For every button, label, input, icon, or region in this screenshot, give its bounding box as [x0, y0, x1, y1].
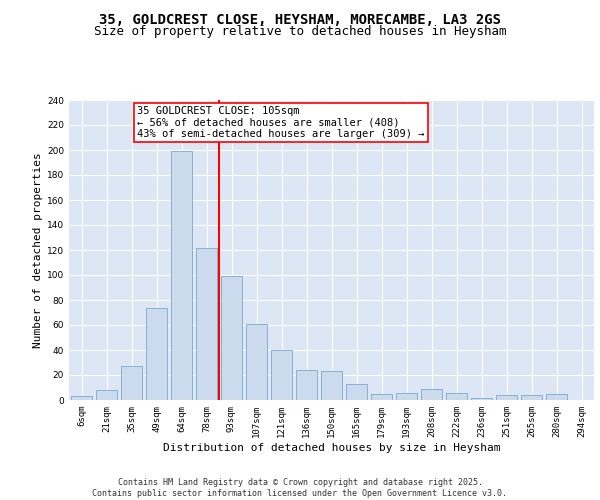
Bar	[546, 394, 567, 400]
Bar	[496, 395, 517, 400]
Bar	[396, 392, 417, 400]
Bar	[471, 398, 492, 400]
Text: 35, GOLDCREST CLOSE, HEYSHAM, MORECAMBE, LA3 2GS: 35, GOLDCREST CLOSE, HEYSHAM, MORECAMBE,…	[99, 12, 501, 26]
Bar	[96, 390, 117, 400]
Bar	[146, 308, 167, 400]
Bar	[446, 392, 467, 400]
Bar	[121, 366, 142, 400]
Text: Contains HM Land Registry data © Crown copyright and database right 2025.
Contai: Contains HM Land Registry data © Crown c…	[92, 478, 508, 498]
X-axis label: Distribution of detached houses by size in Heysham: Distribution of detached houses by size …	[163, 442, 500, 452]
Bar	[371, 394, 392, 400]
Bar	[421, 389, 442, 400]
Bar	[346, 384, 367, 400]
Bar	[521, 395, 542, 400]
Bar	[296, 370, 317, 400]
Bar	[221, 276, 242, 400]
Bar	[246, 324, 267, 400]
Bar	[196, 248, 217, 400]
Bar	[71, 396, 92, 400]
Bar	[271, 350, 292, 400]
Y-axis label: Number of detached properties: Number of detached properties	[33, 152, 43, 348]
Text: 35 GOLDCREST CLOSE: 105sqm
← 56% of detached houses are smaller (408)
43% of sem: 35 GOLDCREST CLOSE: 105sqm ← 56% of deta…	[137, 106, 425, 139]
Bar	[321, 371, 342, 400]
Text: Size of property relative to detached houses in Heysham: Size of property relative to detached ho…	[94, 25, 506, 38]
Bar	[171, 151, 192, 400]
